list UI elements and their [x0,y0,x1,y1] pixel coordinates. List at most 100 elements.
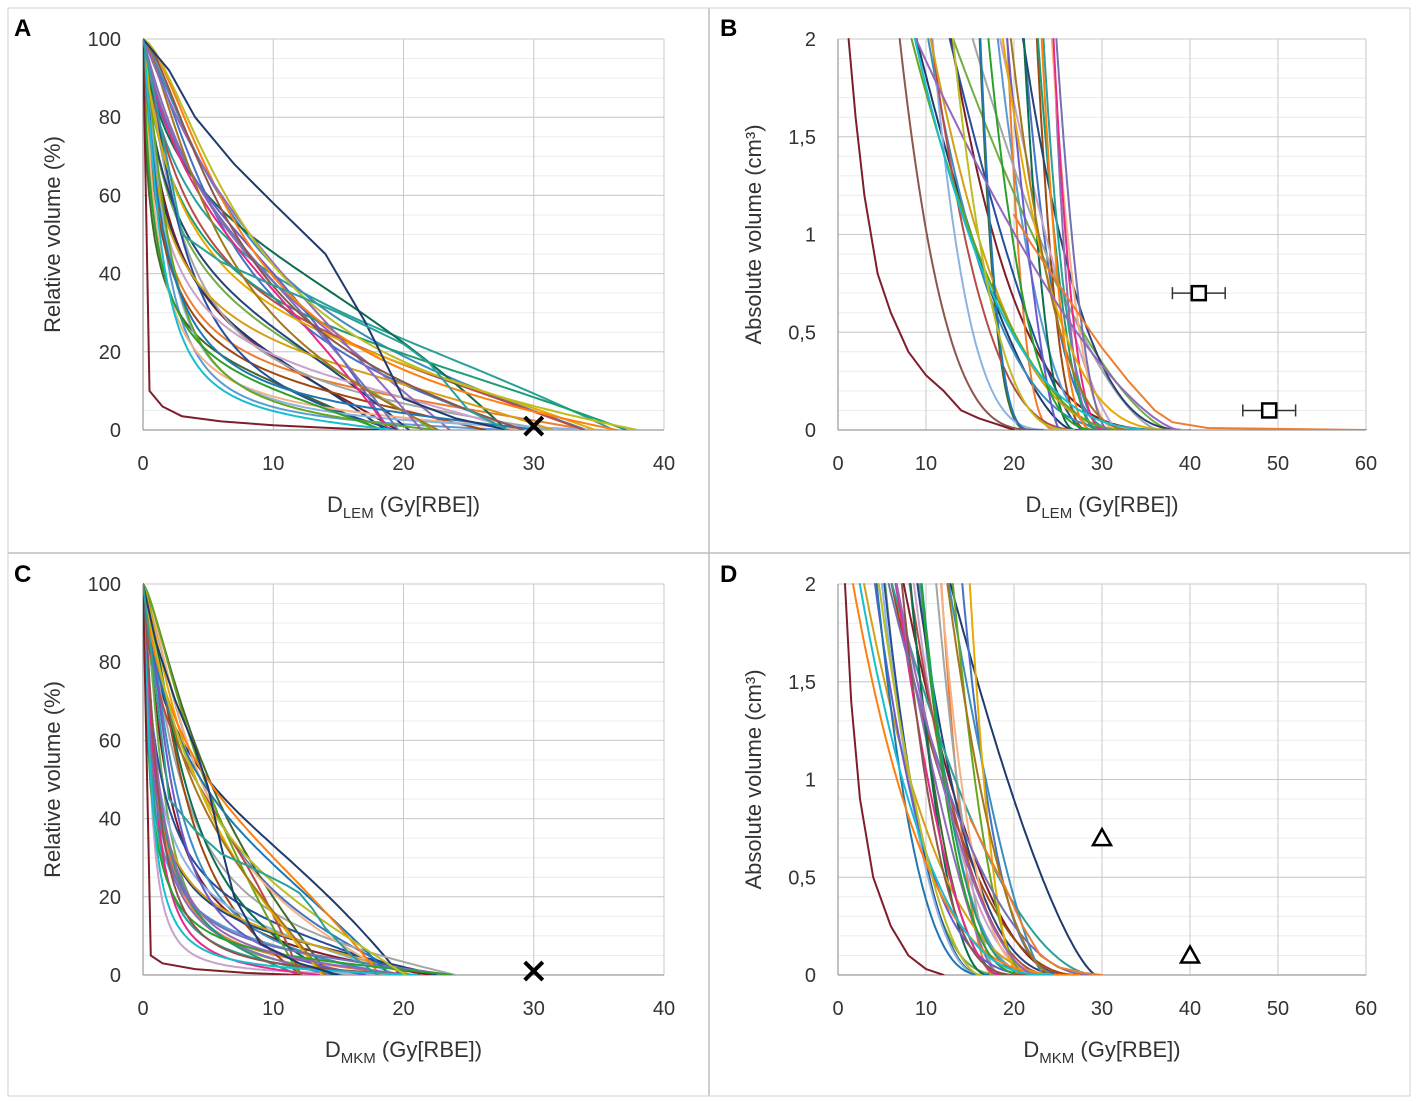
gridlines [142,583,665,976]
dvh-curve-highlight [143,38,379,430]
dvh-curve [143,38,519,430]
dvh-curve-highlight [847,38,1015,430]
x-axis-title-sub: LEM [1041,505,1072,522]
dvh-curve [875,583,988,975]
x-tick-label: 60 [1355,453,1377,475]
x-tick-label: 40 [653,453,675,475]
dvh-curve-highlight [143,583,340,975]
x-tick-label: 50 [1267,453,1289,475]
dvh-curve [143,583,382,975]
x-tick-label: 20 [392,998,414,1020]
x-tick-label: 0 [137,998,148,1020]
constraint-marker-square [1171,284,1226,302]
x-axis-title-main: D [327,492,343,517]
x-axis-title: DMKM (Gy[RBE]) [325,1037,482,1067]
x-axis-title-rest: (Gy[RBE]) [1074,1037,1180,1062]
x-tick-label: 30 [523,453,545,475]
x-tick-label: 0 [137,453,148,475]
y-axis-title: Absolute volume (cm³) [741,669,766,889]
dvh-curve [1055,38,1111,430]
constraint-marker-square [1242,402,1297,419]
y-axis-title: Relative volume (%) [40,681,65,878]
dvh-curve [1040,38,1096,430]
y-tick-label: 2 [805,29,816,51]
dvh-curve [952,38,1075,430]
dvh-curve [891,583,1098,975]
x-tick-label: 10 [262,998,284,1020]
dvh-curve [143,38,615,430]
dvh-curve [143,583,412,975]
x-tick-label: 20 [1003,998,1025,1020]
constraint-marker-triangle [1090,826,1114,847]
constraint-marker-x [523,415,545,437]
x-tick-label: 40 [1179,998,1201,1020]
dvh-curve [1009,38,1139,430]
dvh-curve [895,583,1039,975]
x-tick-label: 10 [915,453,937,475]
dvh-curve [915,38,1181,430]
dvh-curve [143,583,457,975]
dvh-curve [143,583,397,975]
x-tick-label: 10 [915,998,937,1020]
panel-letter: C [14,561,31,588]
panel-letter: D [720,561,737,588]
y-tick-label: 60 [99,730,121,752]
dvh-curve [908,583,1056,975]
dvh-curve-highlight [143,583,301,975]
dvh-curve [143,583,301,975]
dvh-curve [143,583,418,975]
y-axis-title: Relative volume (%) [40,136,65,333]
x-axis-title-main: D [1023,1037,1039,1062]
y-tick-label: 1,5 [788,672,816,694]
y-tick-label: 20 [99,342,121,364]
dvh-curve [143,38,639,430]
dvh-curve [920,583,1036,975]
dvh-curve [900,583,1027,975]
dvh-curve [143,583,335,975]
dvh-curve [143,583,398,975]
panel-b: B 0 10 20 30 40 50 60 0 0,5 1 1,5 2 DLEM (Gy[RBE]) Abs… [720,15,1377,522]
dvh-curve-highlight [969,817,1103,975]
y-tick-label: 80 [99,652,121,674]
y-tick-label: 100 [88,574,121,596]
panel-c: C 0 10 20 30 40 0 20 40 60 80 100 DMKM (Gy[RBE]) Rela… [14,561,675,1067]
panel-letter: A [14,15,31,42]
y-tick-label: 0,5 [788,867,816,889]
y-tick-label: 0,5 [788,322,816,344]
dvh-curve [877,583,983,975]
y-tick-label: 1 [805,225,816,247]
x-axis-title: DLEM (Gy[RBE]) [1025,492,1178,522]
dvh-curve [143,583,407,975]
dvh-curve-highlight [143,38,509,430]
dvh-curves [143,583,457,975]
dvh-curve [143,38,395,430]
dvh-curve [913,38,1175,430]
x-axis-title-sub: MKM [1039,1050,1074,1067]
dvh-curve [143,583,301,975]
dvh-curve [1006,38,1061,430]
y-tick-label: 0 [110,420,121,442]
dvh-curves [847,38,1367,430]
dvh-curve-highlight [143,38,509,430]
y-tick-label: 0 [110,965,121,987]
x-tick-label: 20 [1003,453,1025,475]
x-tick-label: 30 [1091,998,1113,1020]
x-axis-title-main: D [325,1037,341,1062]
x-axis-title-sub: MKM [341,1050,376,1067]
x-tick-label: 30 [523,998,545,1020]
dvh-curve [898,38,1045,430]
x-tick-label: 0 [832,453,843,475]
dvh-curve [143,38,525,430]
x-axis-title: DLEM (Gy[RBE]) [327,492,480,522]
x-axis-title-rest: (Gy[RBE]) [374,492,480,517]
dvh-curve [143,38,397,430]
dvh-curve-highlight [1013,213,1367,430]
x-axis-title-rest: (Gy[RBE]) [376,1037,482,1062]
x-axis-title: DMKM (Gy[RBE]) [1023,1037,1180,1067]
x-tick-label: 40 [1179,453,1201,475]
dvh-curve [143,38,619,430]
constraint-marker-x [523,960,545,982]
x-tick-label: 30 [1091,453,1113,475]
dvh-curve-highlight [844,583,945,975]
dvh-curve [1022,38,1078,430]
